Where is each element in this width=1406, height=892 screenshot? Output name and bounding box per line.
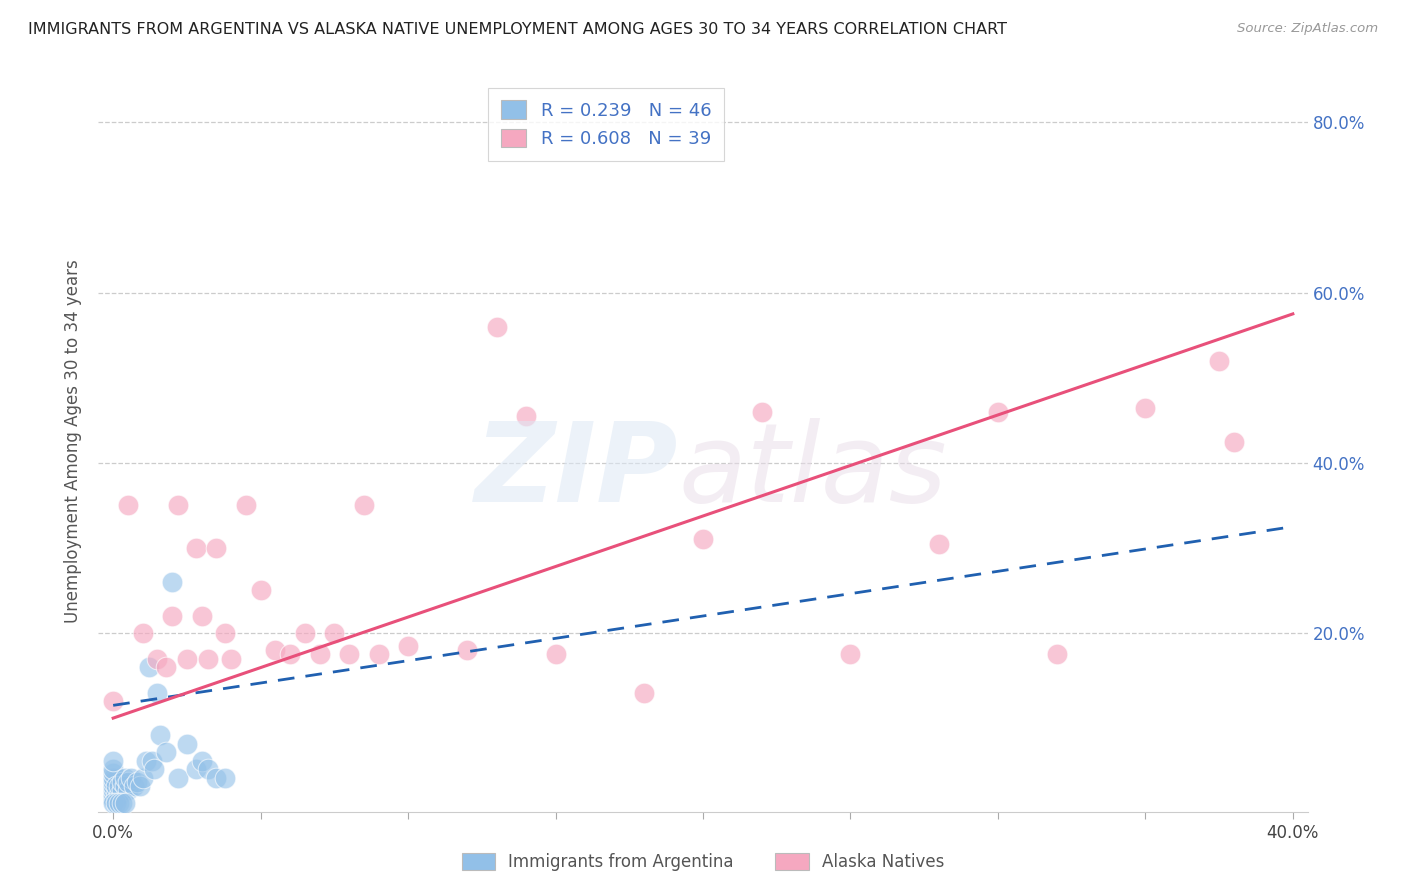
Point: [101, 792, 124, 806]
Point: [190, 754, 212, 768]
Point: [396, 639, 419, 653]
Point: [184, 762, 207, 776]
Point: [135, 754, 157, 768]
Point: [114, 796, 136, 810]
Point: [190, 609, 212, 624]
Point: [160, 574, 183, 589]
Point: [633, 685, 655, 699]
Point: [143, 762, 166, 776]
Point: [128, 779, 150, 793]
Point: [1223, 434, 1246, 449]
Point: [214, 626, 236, 640]
Point: [456, 643, 478, 657]
Legend: Immigrants from Argentina, Alaska Natives: Immigrants from Argentina, Alaska Native…: [453, 845, 953, 880]
Point: [105, 792, 128, 806]
Point: [928, 536, 950, 550]
Point: [544, 648, 567, 662]
Point: [264, 643, 287, 657]
Point: [101, 766, 124, 780]
Point: [184, 541, 207, 555]
Point: [101, 775, 124, 789]
Point: [114, 771, 136, 785]
Point: [146, 651, 169, 665]
Point: [235, 499, 257, 513]
Point: [108, 779, 131, 793]
Point: [117, 499, 139, 513]
Point: [205, 771, 228, 785]
Point: [176, 737, 198, 751]
Y-axis label: Unemployment Among Ages 30 to 34 years: Unemployment Among Ages 30 to 34 years: [65, 260, 83, 624]
Point: [167, 771, 190, 785]
Point: [294, 626, 316, 640]
Text: IMMIGRANTS FROM ARGENTINA VS ALASKA NATIVE UNEMPLOYMENT AMONG AGES 30 TO 34 YEAR: IMMIGRANTS FROM ARGENTINA VS ALASKA NATI…: [28, 22, 1007, 37]
Point: [131, 626, 153, 640]
Point: [108, 796, 131, 810]
Point: [337, 648, 360, 662]
Point: [692, 533, 714, 547]
Point: [117, 775, 139, 789]
Point: [197, 651, 219, 665]
Point: [101, 694, 124, 708]
Point: [515, 409, 537, 423]
Point: [160, 609, 183, 624]
Point: [105, 779, 128, 793]
Point: [101, 796, 124, 810]
Point: [249, 583, 271, 598]
Point: [117, 783, 139, 797]
Point: [125, 775, 148, 789]
Point: [751, 405, 773, 419]
Point: [1135, 401, 1157, 415]
Point: [111, 775, 134, 789]
Point: [308, 648, 330, 662]
Point: [146, 685, 169, 699]
Text: atlas: atlas: [679, 417, 948, 524]
Point: [987, 405, 1010, 419]
Point: [167, 499, 190, 513]
Point: [176, 651, 198, 665]
Point: [122, 779, 145, 793]
Point: [353, 499, 375, 513]
Point: [149, 728, 172, 742]
Point: [141, 754, 163, 768]
Point: [101, 754, 124, 768]
Point: [101, 771, 124, 785]
Point: [219, 651, 242, 665]
Point: [105, 788, 128, 802]
Point: [278, 648, 301, 662]
Point: [367, 648, 389, 662]
Point: [1046, 648, 1069, 662]
Text: ZIP: ZIP: [475, 417, 679, 524]
Point: [105, 796, 128, 810]
Point: [101, 788, 124, 802]
Point: [155, 745, 177, 759]
Point: [108, 788, 131, 802]
Point: [101, 762, 124, 776]
Point: [214, 771, 236, 785]
Point: [138, 660, 160, 674]
Point: [101, 792, 124, 806]
Point: [101, 783, 124, 797]
Point: [120, 771, 142, 785]
Point: [839, 648, 862, 662]
Point: [111, 796, 134, 810]
Point: [114, 779, 136, 793]
Point: [101, 779, 124, 793]
Point: [197, 762, 219, 776]
Point: [205, 541, 228, 555]
Point: [155, 660, 177, 674]
Point: [485, 319, 508, 334]
Point: [1208, 353, 1230, 368]
Legend: R = 0.239   N = 46, R = 0.608   N = 39: R = 0.239 N = 46, R = 0.608 N = 39: [488, 87, 724, 161]
Point: [131, 771, 153, 785]
Text: Source: ZipAtlas.com: Source: ZipAtlas.com: [1237, 22, 1378, 36]
Point: [111, 783, 134, 797]
Point: [323, 626, 346, 640]
